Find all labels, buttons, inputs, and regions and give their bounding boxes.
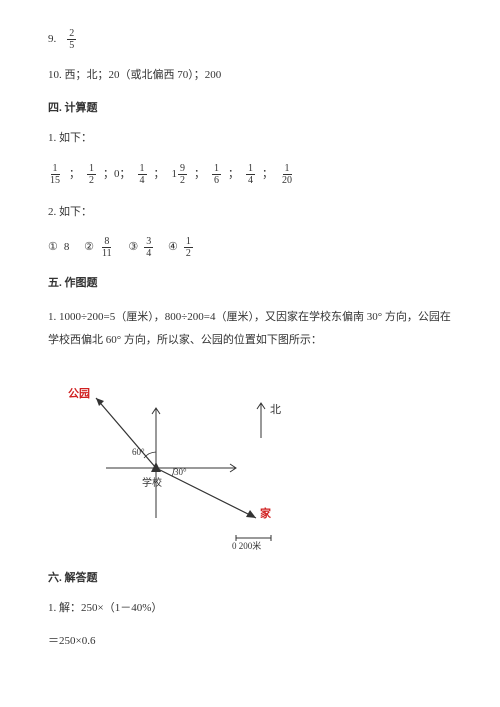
sec6-l1: 1. 解：250×（1－40%）	[48, 600, 452, 617]
circled-3-frac: 3 4	[144, 236, 153, 259]
sec4-p2: 2. 如下：	[48, 204, 452, 221]
diagram-svg	[66, 368, 326, 558]
frac-sep: ；0；	[103, 166, 131, 183]
frac-sep: ；	[154, 166, 165, 183]
section-6-title: 六. 解答题	[48, 570, 452, 587]
frac-sep: ；	[194, 166, 205, 183]
circled-1-val: 8	[64, 239, 70, 256]
section-4-title: 四. 计算题	[48, 100, 452, 117]
fraction: 12	[87, 163, 96, 186]
circled-2-frac: 8 11	[100, 236, 114, 259]
q10-line: 10. 西；北；20（或北偏西 70）；200	[48, 67, 452, 84]
diagram: 公园 家 学校 北 60° 30° 0 200米	[66, 368, 326, 558]
q9-label: 9.	[48, 33, 56, 45]
circled-4-frac: 1 2	[184, 236, 193, 259]
fraction: 16	[212, 163, 221, 186]
circled-2: ②	[84, 239, 94, 256]
frac-sep: ；	[262, 166, 273, 183]
sec4-p1: 1. 如下：	[48, 130, 452, 147]
label-angle30: 30°	[174, 466, 187, 480]
circled-4: ④	[168, 239, 178, 256]
circled-3: ③	[128, 239, 138, 256]
label-north: 北	[270, 402, 281, 419]
label-scale: 0 200米	[232, 540, 261, 554]
fraction: 14	[246, 163, 255, 186]
sec5-text: 1. 1000÷200=5（厘米），800÷200=4（厘米），又因家在学校东偏…	[48, 306, 452, 352]
frac-sep: ；	[69, 166, 80, 183]
label-home: 家	[260, 506, 271, 523]
q9-frac: 2 5	[67, 28, 76, 51]
label-park: 公园	[68, 386, 90, 403]
circled-1: ①	[48, 239, 58, 256]
fraction-row: 115 ； 12 ；0； 14 ； 192 ； 16 ； 14 ； 120	[48, 163, 452, 186]
sec6-l2: ＝250×0.6	[48, 633, 452, 650]
section-5-title: 五. 作图题	[48, 275, 452, 292]
label-school: 学校	[142, 476, 162, 491]
fraction: 120	[280, 163, 294, 186]
q9-line: 9. 2 5	[48, 28, 452, 51]
circled-row: ① 8 ② 8 11 ③ 3 4 ④ 1 2	[48, 236, 452, 259]
frac-sep: ；	[228, 166, 239, 183]
label-angle60: 60°	[132, 446, 145, 460]
fraction: 115	[48, 163, 62, 186]
fraction: 14	[138, 163, 147, 186]
mixed-number: 192	[172, 163, 188, 186]
